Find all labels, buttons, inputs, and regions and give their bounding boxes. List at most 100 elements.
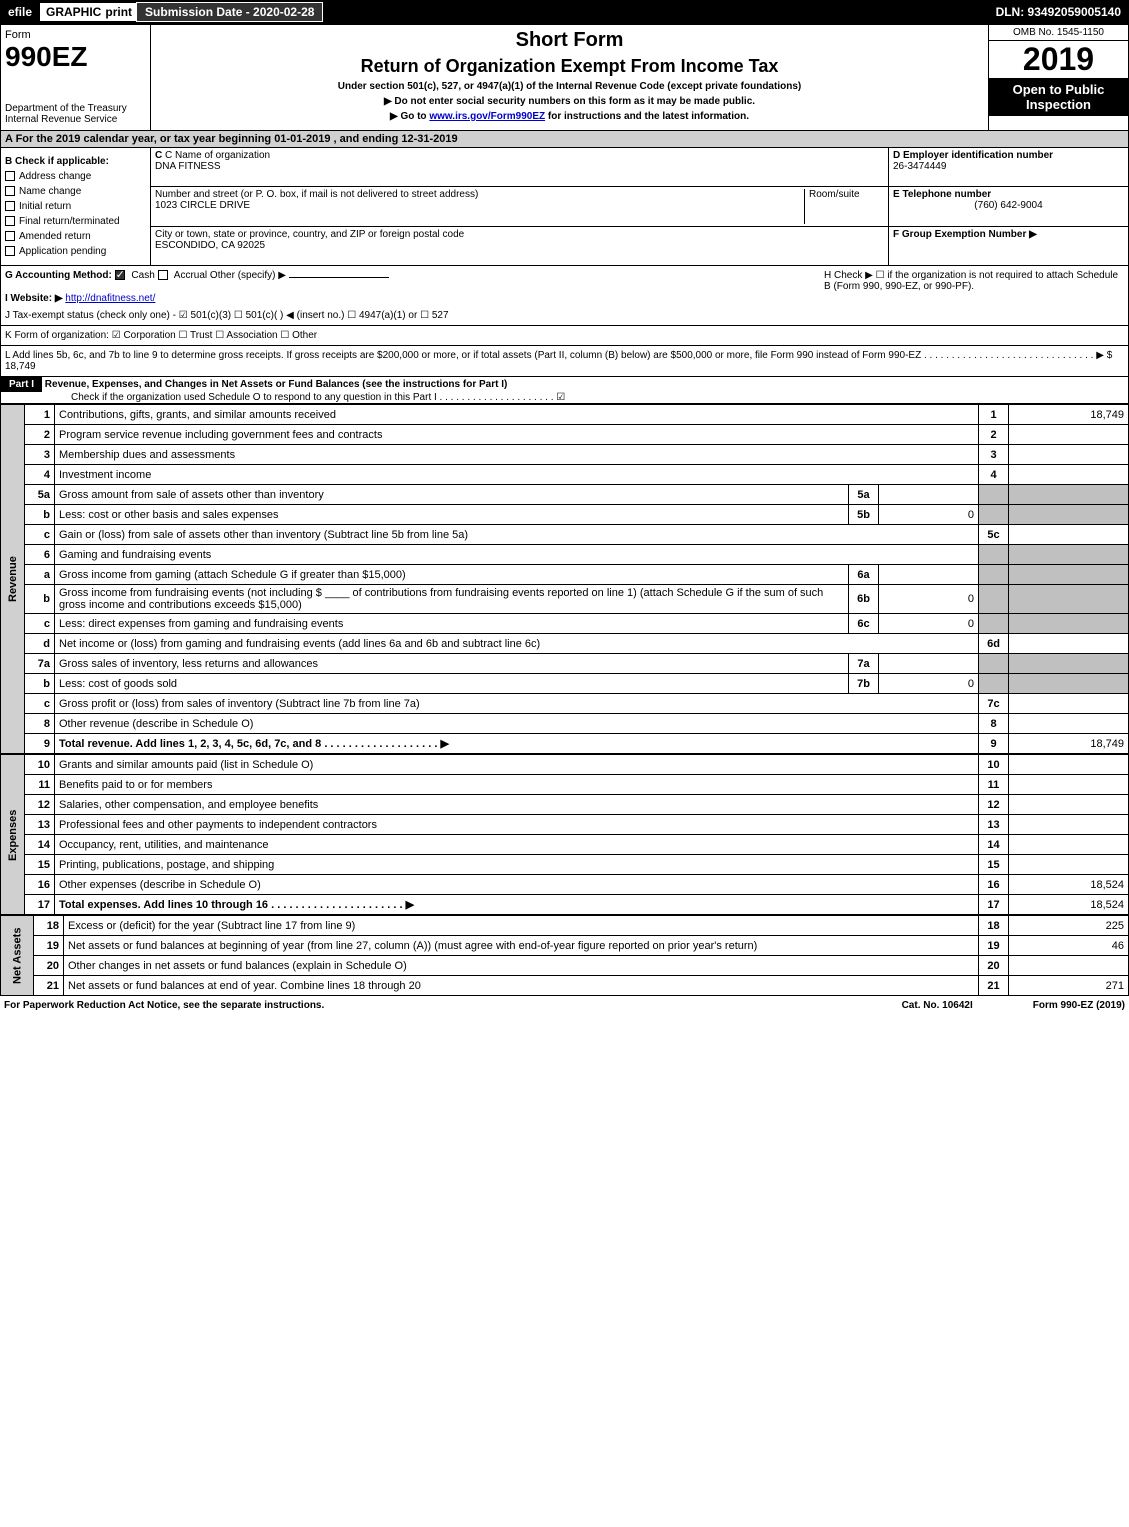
amt-value (1009, 634, 1129, 654)
line-row: cGain or (loss) from sale of assets othe… (1, 525, 1129, 545)
line-row: 5aGross amount from sale of assets other… (1, 485, 1129, 505)
ein-value: 26-3474449 (893, 161, 946, 172)
check-final-return[interactable]: Final return/terminated (5, 216, 146, 227)
amt-value: 18,749 (1009, 734, 1129, 754)
org-addr-row: Number and street (or P. O. box, if mail… (151, 187, 888, 226)
cat-no: Cat. No. 10642I (902, 1000, 973, 1011)
amt-shaded (1009, 485, 1129, 505)
amt-no: 1 (979, 405, 1009, 425)
line-number: c (25, 694, 55, 714)
row-ghij: G Accounting Method: Cash Accrual Other … (0, 266, 1129, 326)
line-number: d (25, 634, 55, 654)
line-description: Gross income from gaming (attach Schedul… (55, 565, 849, 585)
line-description: Gross amount from sale of assets other t… (55, 485, 849, 505)
line-description: Net assets or fund balances at beginning… (64, 936, 979, 956)
line-description: Other revenue (describe in Schedule O) (55, 714, 979, 734)
check-application-pending[interactable]: Application pending (5, 246, 146, 257)
amt-no: 11 (979, 775, 1009, 795)
phone-block: E Telephone number (760) 642-9004 (889, 187, 1128, 226)
check-initial-return[interactable]: Initial return (5, 201, 146, 212)
short-form-label: Short Form (155, 29, 984, 52)
line-row: Net Assets18Excess or (deficit) for the … (1, 916, 1129, 936)
subline-no: 7a (849, 654, 879, 674)
website-link[interactable]: http://dnafitness.net/ (65, 293, 155, 304)
amt-value (1009, 694, 1129, 714)
amt-no-shaded (979, 485, 1009, 505)
print-btn[interactable]: print (101, 3, 136, 21)
line-row: cGross profit or (loss) from sales of in… (1, 694, 1129, 714)
form-ref: Form 990-EZ (2019) (1033, 1000, 1125, 1011)
amt-no: 16 (979, 875, 1009, 895)
section-label: Net Assets (1, 916, 34, 996)
amt-value (1009, 465, 1129, 485)
amt-shaded (1009, 585, 1129, 614)
amt-no: 4 (979, 465, 1009, 485)
omb-number: OMB No. 1545-1150 (989, 25, 1128, 41)
form-id-block: Form 990EZ Department of the Treasury In… (1, 25, 151, 130)
graphic-btn[interactable]: GRAPHIC (40, 3, 107, 21)
line-description: Investment income (55, 465, 979, 485)
line-number: 8 (25, 714, 55, 734)
line-number: c (25, 614, 55, 634)
line-row: bGross income from fundraising events (n… (1, 585, 1129, 614)
line-number: 6 (25, 545, 55, 565)
line-row: 15Printing, publications, postage, and s… (1, 855, 1129, 875)
ein-label: D Employer identification number (893, 150, 1053, 161)
line-number: 7a (25, 654, 55, 674)
form-title-block: Short Form Return of Organization Exempt… (151, 25, 988, 130)
line-number: 18 (34, 916, 64, 936)
line-description: Total revenue. Add lines 1, 2, 3, 4, 5c,… (55, 734, 979, 754)
subline-no: 7b (849, 674, 879, 694)
group-exemption: F Group Exemption Number ▶ (889, 227, 1128, 265)
subline-no: 6c (849, 614, 879, 634)
amt-no: 9 (979, 734, 1009, 754)
subline-amt (879, 565, 979, 585)
amt-shaded (1009, 505, 1129, 525)
check-address-change[interactable]: Address change (5, 171, 146, 182)
col-b-checkboxes: B Check if applicable: Address change Na… (1, 148, 151, 265)
expenses-table: Expenses10Grants and similar amounts pai… (0, 754, 1129, 915)
amt-no: 3 (979, 445, 1009, 465)
amt-no-shaded (979, 614, 1009, 634)
line-row: cLess: direct expenses from gaming and f… (1, 614, 1129, 634)
line-description: Program service revenue including govern… (55, 425, 979, 445)
amt-no-shaded (979, 654, 1009, 674)
line-description: Total expenses. Add lines 10 through 16 … (55, 895, 979, 915)
other-method-input[interactable] (289, 277, 389, 278)
line-number: 4 (25, 465, 55, 485)
amt-no: 8 (979, 714, 1009, 734)
org-city-row: City or town, state or province, country… (151, 227, 888, 265)
line-number: b (25, 585, 55, 614)
accounting-method-label: G Accounting Method: (5, 270, 112, 281)
amt-shaded (1009, 545, 1129, 565)
form-header: Form 990EZ Department of the Treasury In… (0, 24, 1129, 131)
dept-treasury: Department of the Treasury (5, 103, 146, 114)
check-amended-return[interactable]: Amended return (5, 231, 146, 242)
line-number: 15 (25, 855, 55, 875)
line-description: Grants and similar amounts paid (list in… (55, 755, 979, 775)
check-accrual[interactable] (158, 270, 168, 280)
amt-value (1009, 445, 1129, 465)
line-row: Revenue1Contributions, gifts, grants, an… (1, 405, 1129, 425)
subline-amt: 0 (879, 614, 979, 634)
amt-no-shaded (979, 674, 1009, 694)
amt-no: 19 (979, 936, 1009, 956)
line-description: Net income or (loss) from gaming and fun… (55, 634, 979, 654)
line-row: dNet income or (loss) from gaming and fu… (1, 634, 1129, 654)
amt-no-shaded (979, 545, 1009, 565)
amt-no-shaded (979, 585, 1009, 614)
line-description: Less: cost or other basis and sales expe… (55, 505, 849, 525)
line-number: b (25, 505, 55, 525)
line-row: 7aGross sales of inventory, less returns… (1, 654, 1129, 674)
amt-shaded (1009, 565, 1129, 585)
line-number: 21 (34, 976, 64, 996)
amt-shaded (1009, 614, 1129, 634)
room-suite: Room/suite (804, 189, 884, 223)
check-cash[interactable] (115, 270, 125, 280)
irs-link[interactable]: www.irs.gov/Form990EZ (429, 111, 545, 122)
check-name-change[interactable]: Name change (5, 186, 146, 197)
amt-value: 46 (1009, 936, 1129, 956)
revenue-table: Revenue1Contributions, gifts, grants, an… (0, 404, 1129, 754)
amt-no-shaded (979, 565, 1009, 585)
amt-no: 2 (979, 425, 1009, 445)
